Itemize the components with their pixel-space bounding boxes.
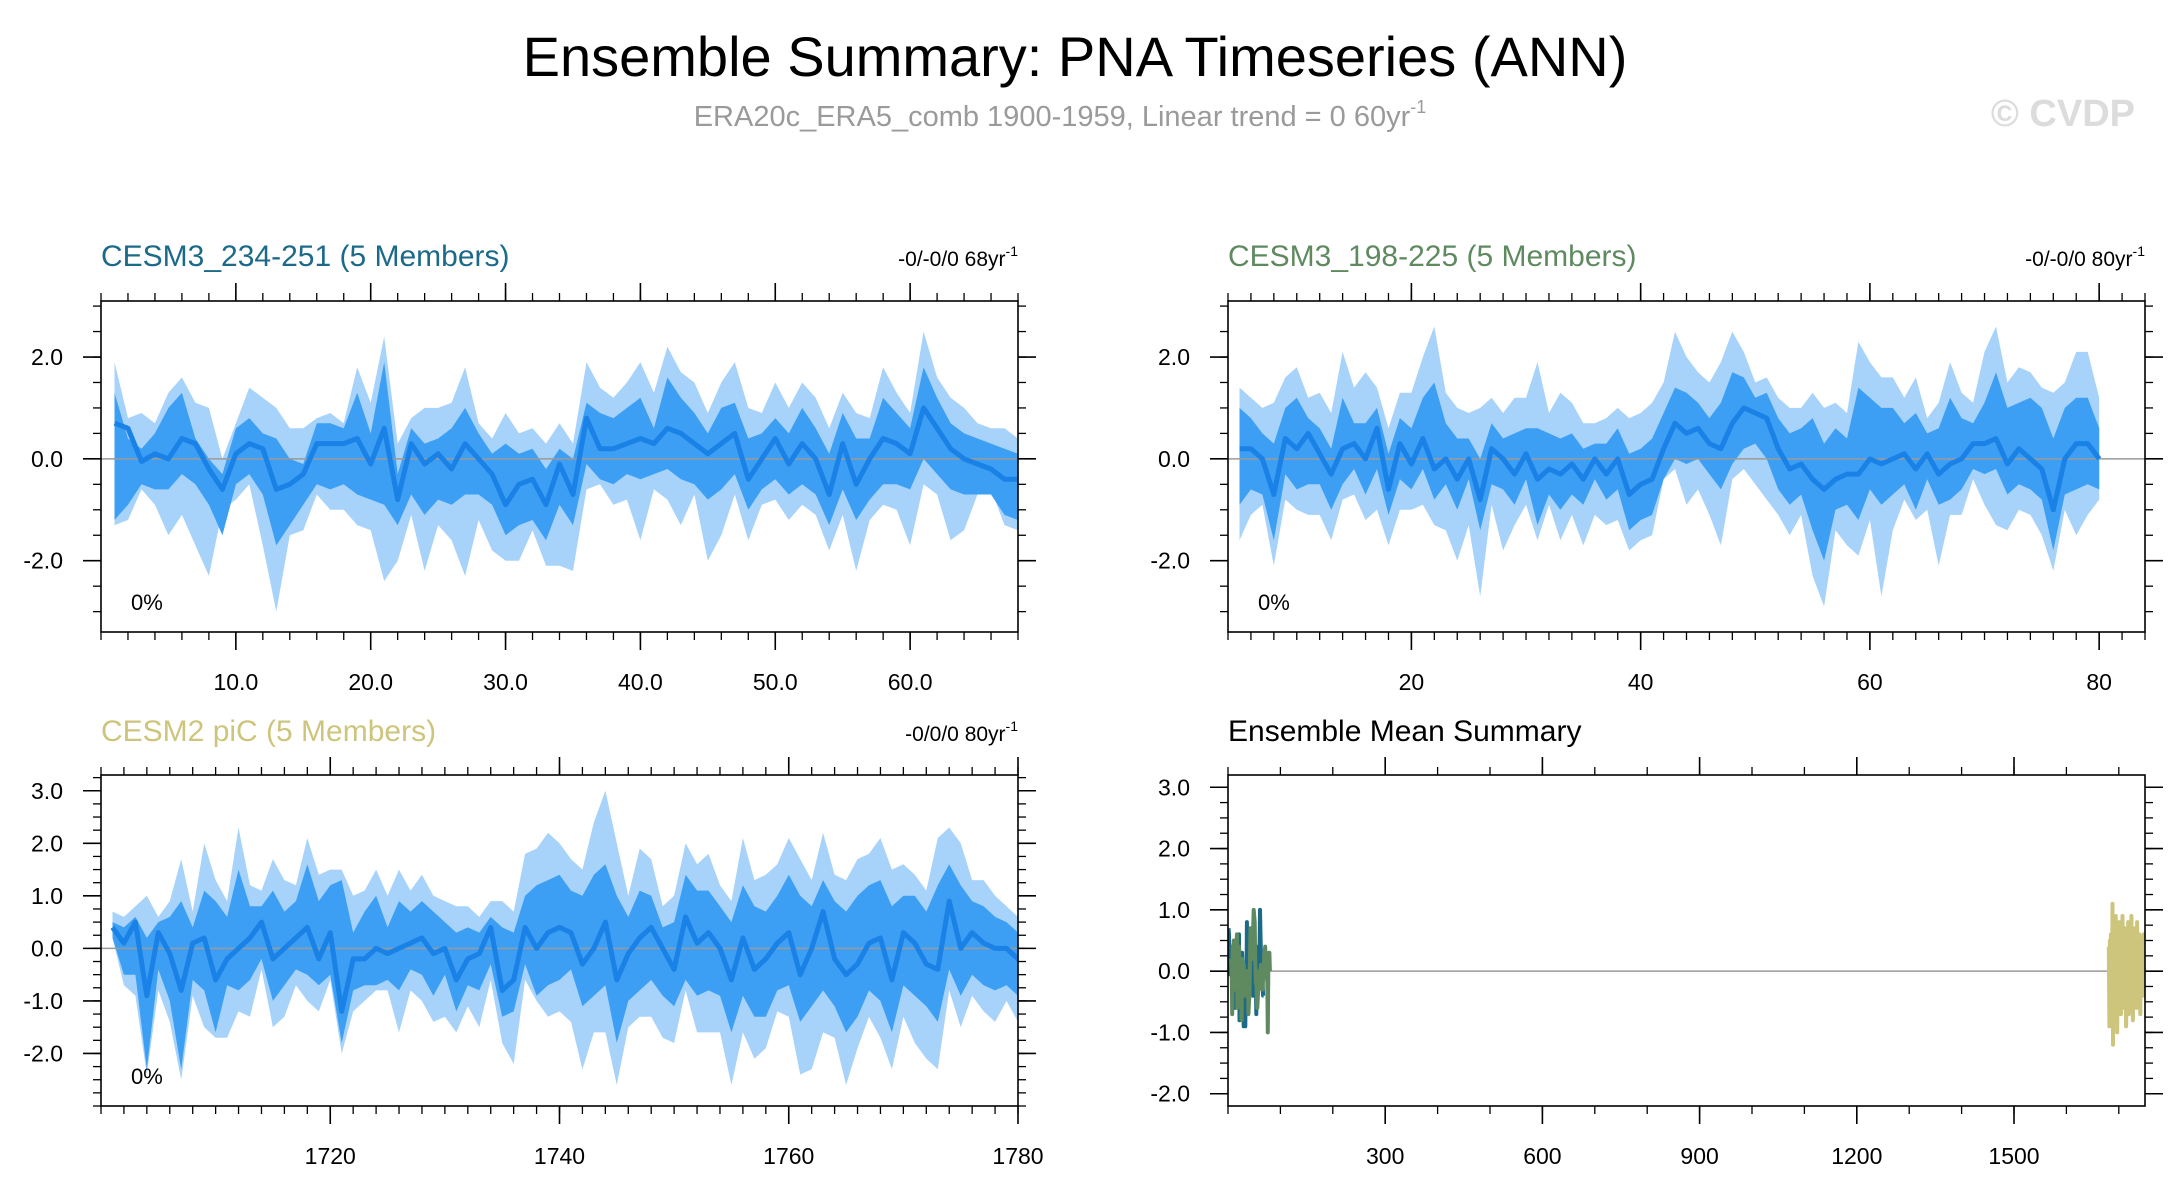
percent-label: 0% — [1258, 590, 1290, 615]
range-band-inner — [1239, 372, 2100, 561]
panel-title: Ensemble Mean Summary — [1228, 715, 1581, 748]
y-tick-label: 3.0 — [1158, 774, 1190, 800]
y-tick-label: 2.0 — [31, 830, 63, 856]
y-tick-label: -1.0 — [1150, 1019, 1190, 1045]
x-tick-label: 1200 — [1831, 1143, 1882, 1169]
y-tick-label: -2.0 — [23, 548, 63, 574]
panel-title: CESM3_234-251 (5 Members) — [101, 240, 510, 273]
panel-cesm2_pic: CESM2 piC (5 Members) -0/0/0 80yr-1 0% -2.0… — [23, 715, 1043, 1169]
x-tick-label: 20 — [1399, 669, 1425, 695]
y-tick-label: 3.0 — [31, 778, 63, 804]
panel-ensemble_mean: Ensemble Mean Summary -2.0 -1.0 0.0 1.0 2.0 3.… — [1150, 715, 2163, 1169]
x-tick-label: 50.0 — [753, 669, 798, 695]
x-tick-label: 20.0 — [348, 669, 393, 695]
plot-frame — [1227, 774, 2146, 1107]
plot-area — [101, 790, 1018, 1085]
x-tick-label: 40.0 — [618, 669, 663, 695]
ensemble-mean-line — [1239, 405, 2102, 513]
trend-label: -0/0/0 80yr-1 — [905, 718, 1018, 746]
range-band-inner — [112, 864, 1018, 1070]
x-tick-label: 1500 — [1988, 1143, 2039, 1169]
percent-label: 0% — [131, 1064, 163, 1089]
figure-subtitle: ERA20c_ERA5_comb 1900-1959, Linear trend… — [694, 97, 1427, 133]
plot-area — [101, 331, 1018, 612]
ensemble-mean-line — [113, 405, 1018, 508]
y-tick-label: -2.0 — [1150, 548, 1190, 574]
y-tick-label: 1.0 — [1158, 897, 1190, 923]
y-tick-label: -2.0 — [23, 1040, 63, 1066]
x-tick-label: 60.0 — [888, 669, 933, 695]
trend-text: -0/-0/0 80yr — [2025, 248, 2132, 271]
cvdp-watermark: © CVDP — [1991, 93, 2135, 135]
x-tick-label: 10.0 — [213, 669, 258, 695]
x-tick-label: 30.0 — [483, 669, 528, 695]
series-line — [2106, 901, 2145, 1047]
x-tick-label: 300 — [1366, 1143, 1404, 1169]
trend-text: -0/-0/0 68yr — [898, 248, 1005, 271]
panel-cesm3_198: CESM3_198-225 (5 Members) -0/-0/0 80yr-1 0… — [1150, 240, 2163, 695]
y-tick-label: 0.0 — [1158, 446, 1190, 472]
y-tick-label: 0.0 — [31, 935, 63, 961]
y-tick-label: 0.0 — [1158, 958, 1190, 984]
x-tick-label: 80 — [2086, 669, 2112, 695]
y-tick-label: 1.0 — [31, 883, 63, 909]
figure-title: Ensemble Summary: PNA Timeseries (ANN) — [523, 25, 1628, 88]
x-tick-label: 60 — [1857, 669, 1883, 695]
x-tick-label: 1760 — [763, 1143, 814, 1169]
panels-group: CESM3_234-251 (5 Members) -0/-0/0 68yr-10… — [23, 240, 2163, 1169]
y-tick-label: -1.0 — [23, 988, 63, 1014]
y-tick-label: 0.0 — [31, 446, 63, 472]
panel-title: CESM2 piC (5 Members) — [101, 715, 436, 748]
x-tick-label: 900 — [1680, 1143, 1718, 1169]
x-tick-label: 600 — [1523, 1143, 1561, 1169]
panel-title: CESM3_198-225 (5 Members) — [1228, 240, 1637, 273]
percent-label: 0% — [131, 590, 163, 615]
y-tick-label: -2.0 — [1150, 1081, 1190, 1107]
trend-sup: -1 — [1006, 243, 1019, 259]
series-line — [1229, 907, 1272, 1035]
x-tick-label: 1740 — [534, 1143, 585, 1169]
x-tick-label: 40 — [1628, 669, 1654, 695]
trend-label: -0/-0/0 68yr-1 — [898, 243, 1018, 271]
x-tick-label: 1780 — [992, 1143, 1043, 1169]
trend-sup: -1 — [2133, 243, 2146, 259]
subtitle-sup: -1 — [1410, 97, 1426, 117]
y-tick-label: 2.0 — [31, 344, 63, 370]
trend-label: -0/-0/0 80yr-1 — [2025, 243, 2145, 271]
range-band-inner — [114, 362, 1018, 546]
plot-area — [1228, 901, 2145, 1047]
x-tick-label: 1720 — [305, 1143, 356, 1169]
trend-sup: -1 — [1006, 718, 1019, 734]
ensemble-mean-line — [110, 898, 1018, 1014]
y-tick-label: 2.0 — [1158, 344, 1190, 370]
subtitle-text: ERA20c_ERA5_comb 1900-1959, Linear trend… — [694, 101, 1411, 133]
trend-text: -0/0/0 80yr — [905, 723, 1005, 746]
panel-cesm3_234: CESM3_234-251 (5 Members) -0/-0/0 68yr-1 0… — [23, 240, 1036, 695]
plot-area — [1228, 326, 2145, 607]
y-tick-label: 2.0 — [1158, 836, 1190, 862]
